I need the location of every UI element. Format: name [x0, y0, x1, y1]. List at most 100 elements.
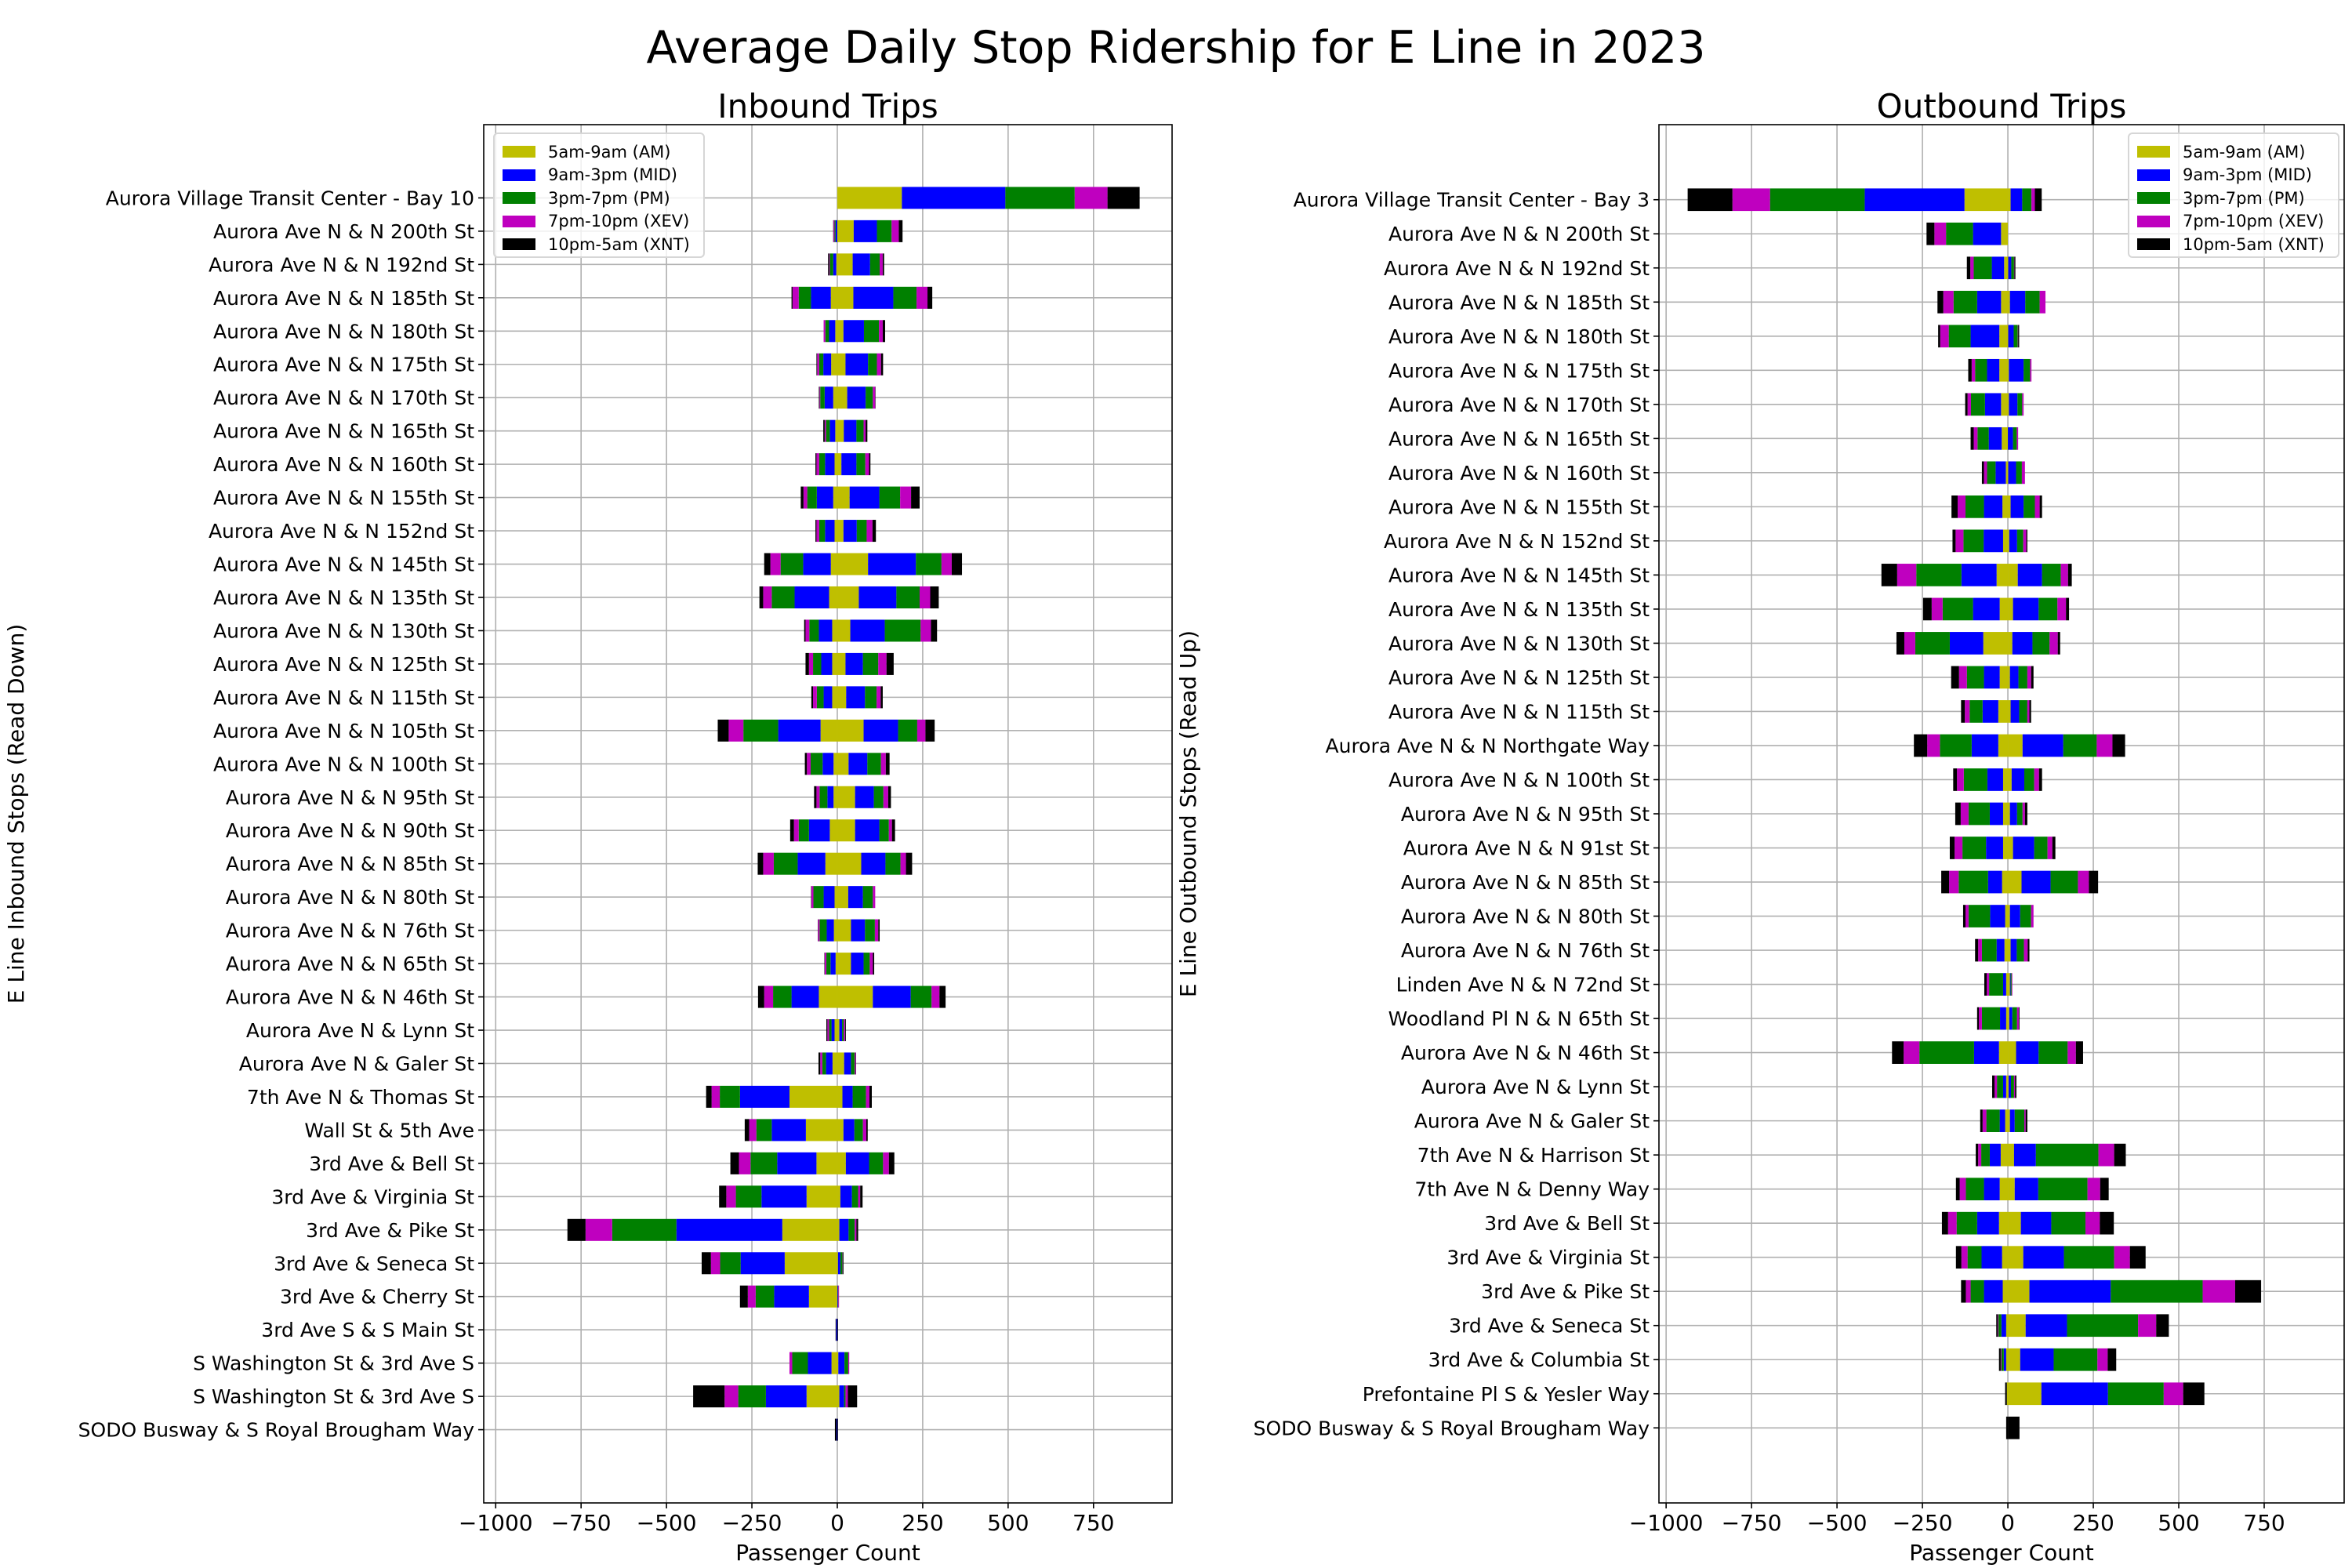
bar-xnt-left: [693, 1385, 725, 1408]
bar-xev-left: [1965, 905, 1969, 927]
inbound-y-axis-label: E Line Inbound Stops (Read Down): [3, 624, 29, 1004]
bar-mid-right: [2008, 325, 2014, 348]
bar-xnt-right: [2156, 1314, 2169, 1338]
bar-pm-left: [1973, 256, 1992, 280]
bar-pm-left: [826, 953, 831, 975]
bar-xev-left: [817, 353, 819, 376]
y-tick-label: Aurora Village Transit Center - Bay 3: [1294, 189, 1650, 212]
legend-label: 10pm-5am (XNT): [2183, 234, 2325, 254]
bar-xnt-left: [828, 253, 829, 276]
legend-label: 3pm-7pm (PM): [548, 188, 670, 208]
bar-pm-right: [2017, 393, 2023, 416]
y-tick-label: SODO Busway & S Royal Brougham Way: [78, 1419, 475, 1442]
bar-xnt-right: [906, 852, 913, 875]
bar-xev-right: [845, 1385, 848, 1408]
bar-pm-left: [813, 652, 822, 675]
bar-mid-right: [2016, 1041, 2039, 1064]
bar-am-right: [837, 1218, 840, 1241]
legend-item-mid: 9am-3pm (MID): [503, 164, 695, 187]
bar-pm-right: [868, 353, 877, 376]
bar-am-right: [837, 953, 851, 975]
bar-xnt-left: [1992, 1075, 1995, 1098]
bar-xev-right: [916, 719, 926, 742]
bar-mid-right: [842, 1085, 853, 1108]
bar-xnt-left: [1980, 1109, 1983, 1132]
bar-xnt-right: [848, 1385, 858, 1408]
y-tick-label: Aurora Ave N & N 95th St: [226, 786, 474, 809]
bar-mid-left: [1984, 393, 2002, 416]
legend-label: 5am-9am (AM): [2183, 142, 2306, 162]
bar-am-right: [2008, 1382, 2042, 1406]
bar-mid-left: [1949, 632, 1984, 655]
bar-xev-left: [1958, 666, 1967, 689]
bar-mid-right: [2010, 938, 2017, 962]
bar-pm-right: [863, 320, 880, 343]
y-tick-label: Woodland Pl N & N 65th St: [1388, 1007, 1650, 1030]
bar-pm-right: [2020, 905, 2031, 927]
bar-pm-right: [869, 1152, 884, 1174]
bar-xev-left: [823, 320, 826, 343]
bar-mid-right: [2025, 1314, 2067, 1338]
bar-mid-left: [830, 953, 836, 975]
bar-xnt-right: [2025, 1109, 2027, 1132]
bar-xnt-right: [2008, 1416, 2020, 1439]
bar-am-right: [2008, 1178, 2015, 1201]
bar-pm-right: [866, 387, 873, 409]
legend-swatch: [503, 192, 535, 205]
bar-mid-left: [1981, 1246, 2002, 1269]
bar-am-right: [837, 320, 844, 343]
bar-pm-left: [818, 520, 826, 543]
bar-xev-left: [1904, 632, 1915, 655]
bar-mid-right: [2012, 632, 2033, 655]
bar-mid-right: [2010, 700, 2020, 723]
bar-mid-left: [1973, 222, 2002, 245]
bar-pm-right: [2038, 1041, 2068, 1064]
bar-xev-right: [2024, 938, 2028, 962]
bar-pm-left: [1968, 905, 1991, 927]
bar-xev-right: [838, 1285, 840, 1308]
bar-xev-right: [858, 1185, 861, 1208]
bar-am-left: [833, 387, 837, 409]
bar-xev-left: [805, 619, 810, 642]
outbound-bars: [1687, 188, 2262, 1439]
bar-am-left: [829, 586, 837, 608]
bar-xev-left: [1957, 768, 1964, 791]
x-tick-label: 500: [987, 1510, 1029, 1536]
y-tick-label: Aurora Ave N & N 125th St: [213, 653, 474, 676]
bar-xev-left: [1949, 870, 1959, 894]
bar-xnt-left: [811, 686, 814, 709]
bar-pm-right: [862, 886, 873, 909]
y-tick-label: Aurora Ave N & N 80th St: [1401, 906, 1650, 928]
y-tick-label: 3rd Ave & Bell St: [1484, 1212, 1650, 1235]
y-tick-label: Aurora Ave N & Lynn St: [1421, 1076, 1650, 1098]
bar-mid-right: [839, 1218, 849, 1241]
bar-pm-left: [829, 1019, 832, 1042]
bar-am-right: [837, 1352, 839, 1374]
bar-xnt-left: [815, 453, 817, 476]
bar-mid-right: [846, 686, 866, 709]
bar-pm-right: [851, 1052, 855, 1075]
bar-xnt-left: [1922, 597, 1932, 621]
bar-mid-right: [845, 652, 863, 675]
bar-am-left: [1999, 597, 2009, 621]
legend-label: 9am-3pm (MID): [548, 165, 677, 185]
bar-xnt-left: [805, 652, 809, 675]
bar-xnt-right: [2067, 564, 2072, 586]
bar-pm-left: [798, 286, 811, 309]
bar-am-left: [835, 320, 837, 343]
bar-pm-left: [1963, 768, 1987, 791]
bar-pm-right: [916, 553, 942, 575]
bar-am-left: [1998, 1041, 2009, 1064]
bar-pm-right: [2107, 1382, 2164, 1406]
bar-xnt-left: [1955, 1246, 1962, 1269]
bar-xev-left: [711, 1085, 720, 1108]
bar-am-right: [2008, 1075, 2009, 1098]
inbound-bars: [567, 187, 1140, 1441]
bar-xnt-right: [2024, 802, 2027, 826]
bar-pm-left: [1919, 1041, 1974, 1064]
bar-xnt-right: [2014, 256, 2016, 280]
bar-pm-left: [1970, 1279, 1984, 1303]
y-tick-label: Aurora Ave N & N 180th St: [213, 320, 474, 343]
bar-xev-right: [2031, 905, 2034, 927]
bar-xnt-right: [837, 1319, 838, 1341]
